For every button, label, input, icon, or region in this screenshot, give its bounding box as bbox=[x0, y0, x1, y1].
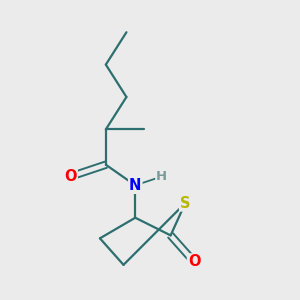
Text: N: N bbox=[129, 178, 142, 193]
Text: S: S bbox=[180, 196, 190, 211]
Text: H: H bbox=[156, 170, 167, 183]
Text: O: O bbox=[64, 169, 77, 184]
Text: O: O bbox=[188, 254, 200, 269]
